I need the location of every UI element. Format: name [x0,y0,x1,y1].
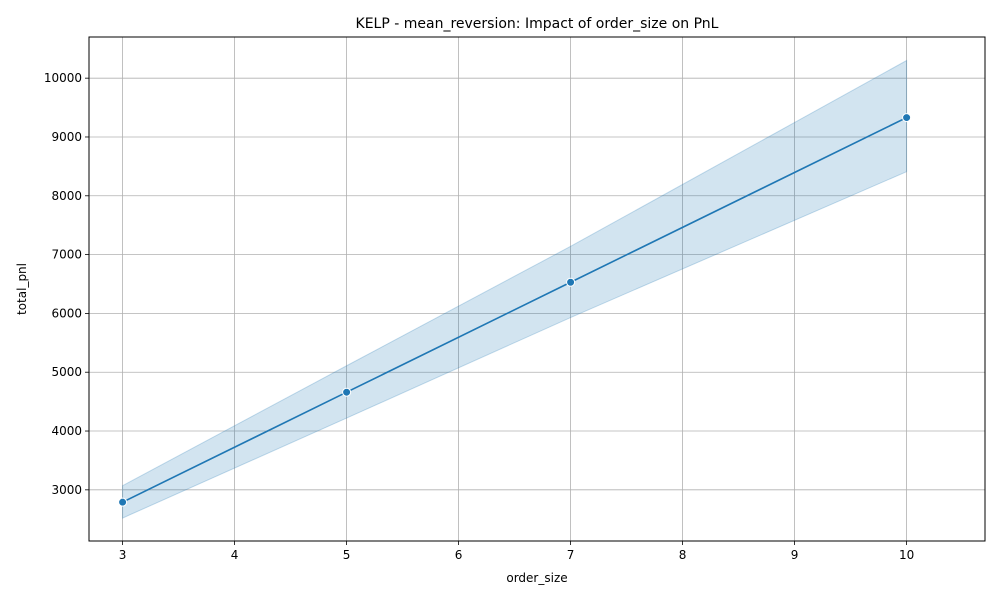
data-point [902,113,912,123]
y-tick-label: 5000 [51,365,82,379]
x-axis-label: order_size [506,571,567,585]
y-axis-label: total_pnl [15,263,29,315]
x-tick-label: 4 [231,548,239,562]
y-tick-label: 3000 [51,483,82,497]
series-line-group [122,116,907,503]
y-tick-label: 7000 [51,248,82,262]
data-point [566,277,576,287]
x-tick-label: 6 [455,548,463,562]
x-tick-label: 10 [899,548,914,562]
data-point [118,497,128,507]
y-tick-label: 9000 [51,130,82,144]
data-points-group [118,113,912,507]
y-tick-label: 6000 [51,306,82,320]
x-axis-ticks: 3 4 5 6 7 8 9 10 [119,541,914,562]
confidence-band-group [122,59,908,519]
x-tick-label: 7 [567,548,575,562]
series-line [122,116,907,503]
y-tick-label: 10000 [44,71,82,85]
x-tick-label: 3 [119,548,127,562]
y-tick-label: 8000 [51,189,82,203]
x-tick-label: 5 [343,548,351,562]
y-tick-label: 4000 [51,424,82,438]
plot-frame [88,36,986,542]
y-axis-ticks: 3000 4000 5000 6000 7000 8000 9000 10000 [44,71,89,497]
confidence-band [122,59,908,519]
x-tick-label: 8 [679,548,687,562]
data-point [342,387,352,397]
chart-title: KELP - mean_reversion: Impact of order_s… [356,16,719,32]
x-tick-label: 9 [791,548,799,562]
